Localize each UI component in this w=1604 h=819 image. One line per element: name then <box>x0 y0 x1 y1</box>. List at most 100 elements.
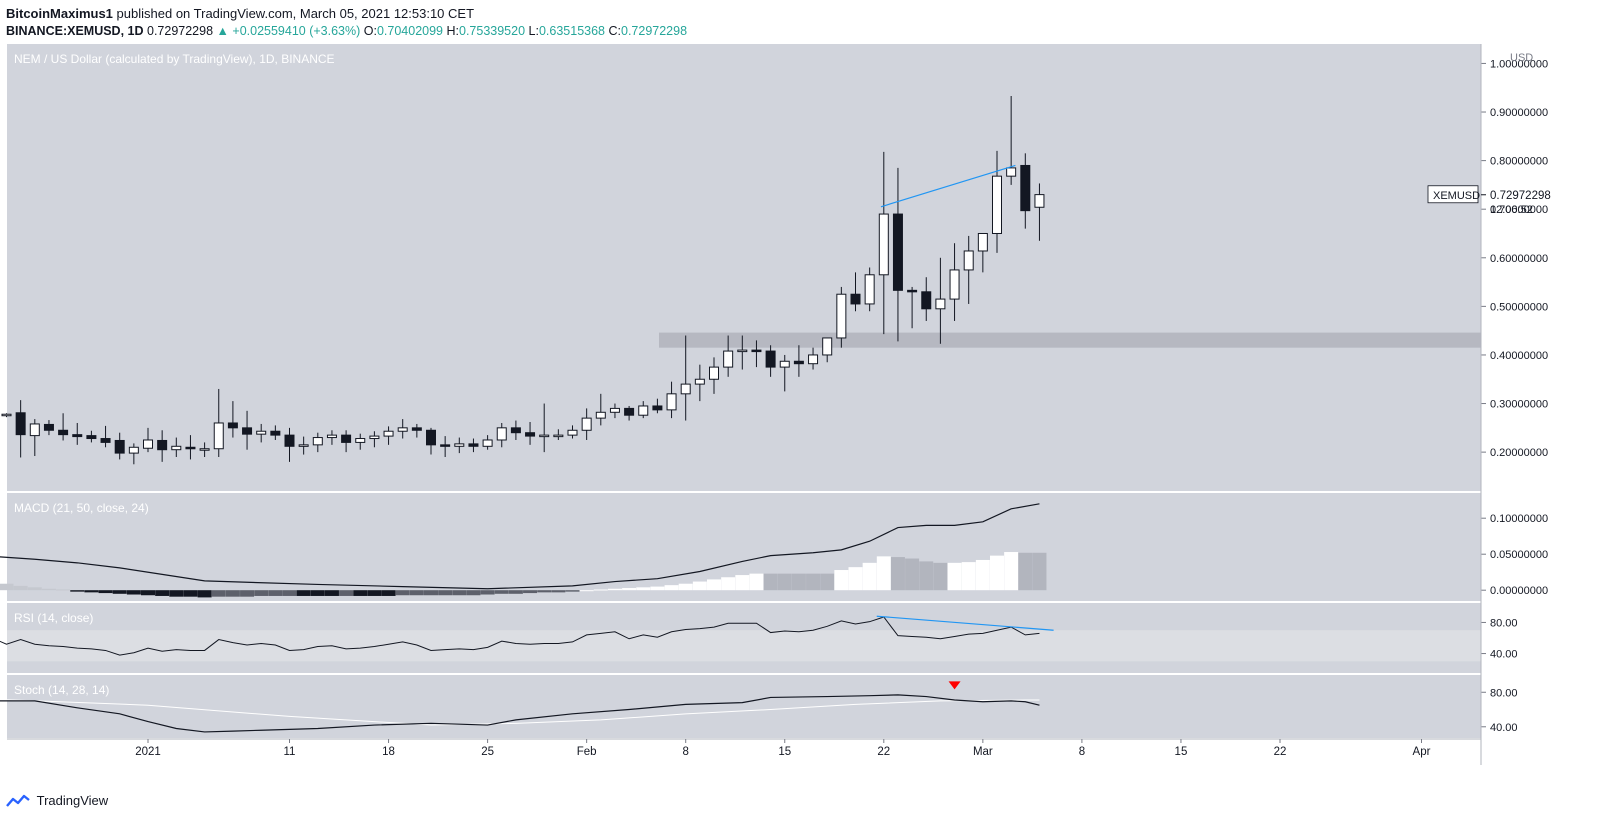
candle-up <box>213 388 224 457</box>
x-tick-label: 8 <box>682 746 688 758</box>
candle-body <box>242 427 253 435</box>
y-tick-label: 0.80000000 <box>1490 156 1548 168</box>
candle-up <box>1 413 12 418</box>
candle-down <box>1020 153 1031 229</box>
candle-body <box>227 422 238 429</box>
open-value: 0.70402099 <box>376 24 444 38</box>
price-label-symbol: XEMUSD <box>1433 190 1480 202</box>
candle-up <box>723 335 734 377</box>
candle-body <box>850 293 861 305</box>
candle-up <box>553 429 564 440</box>
macd-histogram-bar <box>240 590 255 597</box>
candle-up <box>949 243 960 321</box>
rsi-line <box>0 616 1040 656</box>
candle-body <box>114 439 125 454</box>
y-tick-label: 0.70000000 <box>1490 204 1548 216</box>
candle-body <box>86 435 97 440</box>
candle-down <box>242 410 253 450</box>
last-price: 0.72972298 <box>147 24 214 38</box>
macd-histogram-bar <box>282 590 297 596</box>
candle-body <box>694 378 705 385</box>
macd-histogram-bar <box>664 585 679 591</box>
x-tick-label: 22 <box>1274 746 1287 758</box>
macd-histogram-bar <box>169 590 184 597</box>
macd-histogram-bar <box>452 590 467 596</box>
candle-body <box>808 354 819 365</box>
macd-histogram-bar <box>70 590 85 592</box>
panel-stoch: 80.00 40.00 Stoch (14, 28, 14) <box>0 675 1518 738</box>
candle-down <box>341 430 352 453</box>
candle-up <box>1006 95 1017 185</box>
symbol-label: BINANCE:XEMUSD, 1D <box>6 24 144 38</box>
candle-body <box>100 438 111 443</box>
close-value: 0.72972298 <box>621 24 688 38</box>
x-tick-label: 15 <box>1175 746 1188 758</box>
candle-up <box>397 419 408 439</box>
brand-name[interactable]: TradingView <box>36 793 109 809</box>
low-value: 0.63515368 <box>538 24 606 38</box>
macd-histogram-bar <box>890 557 905 591</box>
candle-down <box>43 420 54 436</box>
candle-body <box>72 434 83 438</box>
candle-body <box>624 407 635 416</box>
y-tick-label: 0.10000000 <box>1490 513 1548 525</box>
candle-body <box>737 349 748 353</box>
candle-up <box>128 443 139 465</box>
candle-up <box>581 408 592 440</box>
macd-histogram-bar <box>395 590 410 596</box>
y-tick-label: 0.90000000 <box>1490 107 1548 119</box>
panel-title: MACD (21, 50, close, 24) <box>14 501 149 515</box>
candle-body <box>751 349 762 353</box>
candle-down <box>114 432 125 460</box>
high-label: H: <box>446 24 460 38</box>
macd-histogram-bar <box>508 590 523 594</box>
y-tick-label: 80.00 <box>1490 617 1518 629</box>
macd-histogram-bar <box>607 588 622 591</box>
candle-body <box>496 427 507 441</box>
candle-body <box>581 417 592 431</box>
rsi-band <box>7 630 1481 662</box>
panel-macd: 0.10000000 0.05000000 0.00000000 MACD (21, … <box>0 493 1548 601</box>
y-tick-label: 40.00 <box>1490 649 1518 661</box>
footer: TradingView <box>6 792 108 814</box>
macd-histogram-bar <box>225 590 240 597</box>
chart-header: BitcoinMaximus1 published on TradingView… <box>6 4 1506 40</box>
macd-histogram-bar <box>721 577 736 591</box>
candle-body <box>652 405 663 411</box>
candle-body <box>397 427 408 432</box>
author-name[interactable]: BitcoinMaximus1 <box>6 6 113 21</box>
macd-histogram-bar <box>339 590 354 596</box>
candle-down <box>270 425 281 440</box>
candle-body <box>1020 164 1031 212</box>
close-label: C: <box>608 24 622 38</box>
candle-up <box>666 381 677 419</box>
macd-histogram-bar <box>579 590 594 592</box>
candle-body <box>595 411 606 419</box>
macd-histogram-bar <box>211 590 226 597</box>
candle-down <box>793 345 804 377</box>
chart-area[interactable]: 1.00000000 0.90000000 0.80000000 0.70000000… <box>0 0 1604 790</box>
open-label: O: <box>363 24 377 38</box>
candle-up <box>935 257 946 344</box>
candle-up <box>1034 183 1045 241</box>
x-tick-label: Mar <box>973 746 993 758</box>
candle-up <box>680 335 691 421</box>
candle-body <box>213 422 224 450</box>
candle-body <box>256 430 267 435</box>
candle-up <box>595 393 606 426</box>
candle-body <box>185 446 196 450</box>
candle-up <box>496 422 507 448</box>
candle-body <box>907 289 918 293</box>
price-trendline <box>880 164 1016 208</box>
candle-body <box>949 269 960 300</box>
stoch-d-line <box>0 698 1040 726</box>
candle-body <box>525 432 536 437</box>
macd-histogram-bar <box>806 573 821 591</box>
panel-background <box>7 44 1481 491</box>
candle-body <box>298 444 309 447</box>
macd-histogram-bar <box>424 590 438 596</box>
currency-label: USD <box>1510 52 1533 64</box>
macd-histogram-bar <box>112 590 127 594</box>
macd-histogram-bar <box>749 573 764 591</box>
candle-down <box>157 430 168 462</box>
